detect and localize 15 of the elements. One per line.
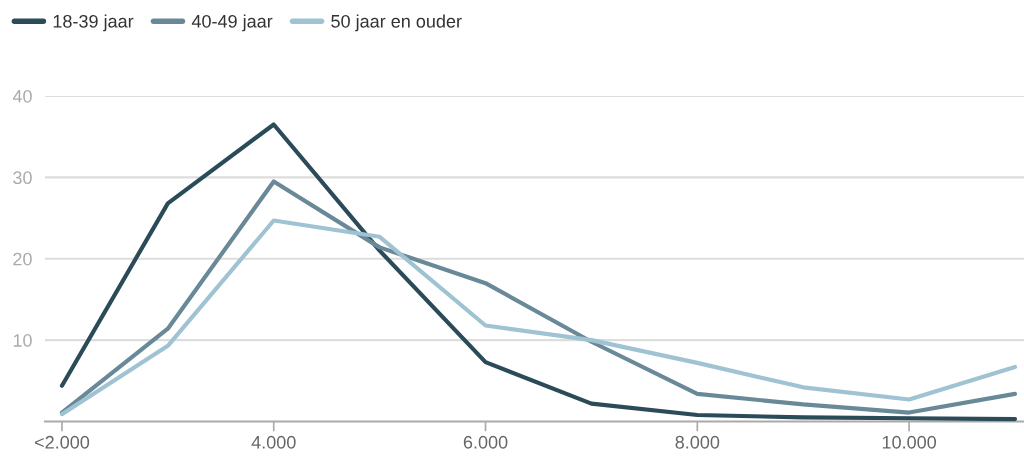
legend-label: 40-49 jaar (191, 14, 273, 32)
x-tick-label: 4.000 (251, 435, 296, 449)
x-tick-label: 8.000 (675, 435, 720, 449)
y-tick-label: 30 (13, 171, 32, 185)
line-series (59, 179, 1018, 415)
x-tick-label: <2.000 (34, 435, 90, 449)
legend-label: 18-39 jaar (53, 14, 134, 32)
x-tick-label: 10.000 (882, 435, 937, 449)
y-tick-label: 10 (13, 334, 32, 347)
legend-label: 50 jaar en ouder (331, 14, 462, 32)
x-tick-label: 6.000 (463, 435, 508, 449)
y-tick-label: 20 (13, 252, 32, 266)
y-tick-label: 40 (12, 89, 32, 103)
line-series (59, 122, 1018, 422)
line-series (59, 218, 1018, 417)
